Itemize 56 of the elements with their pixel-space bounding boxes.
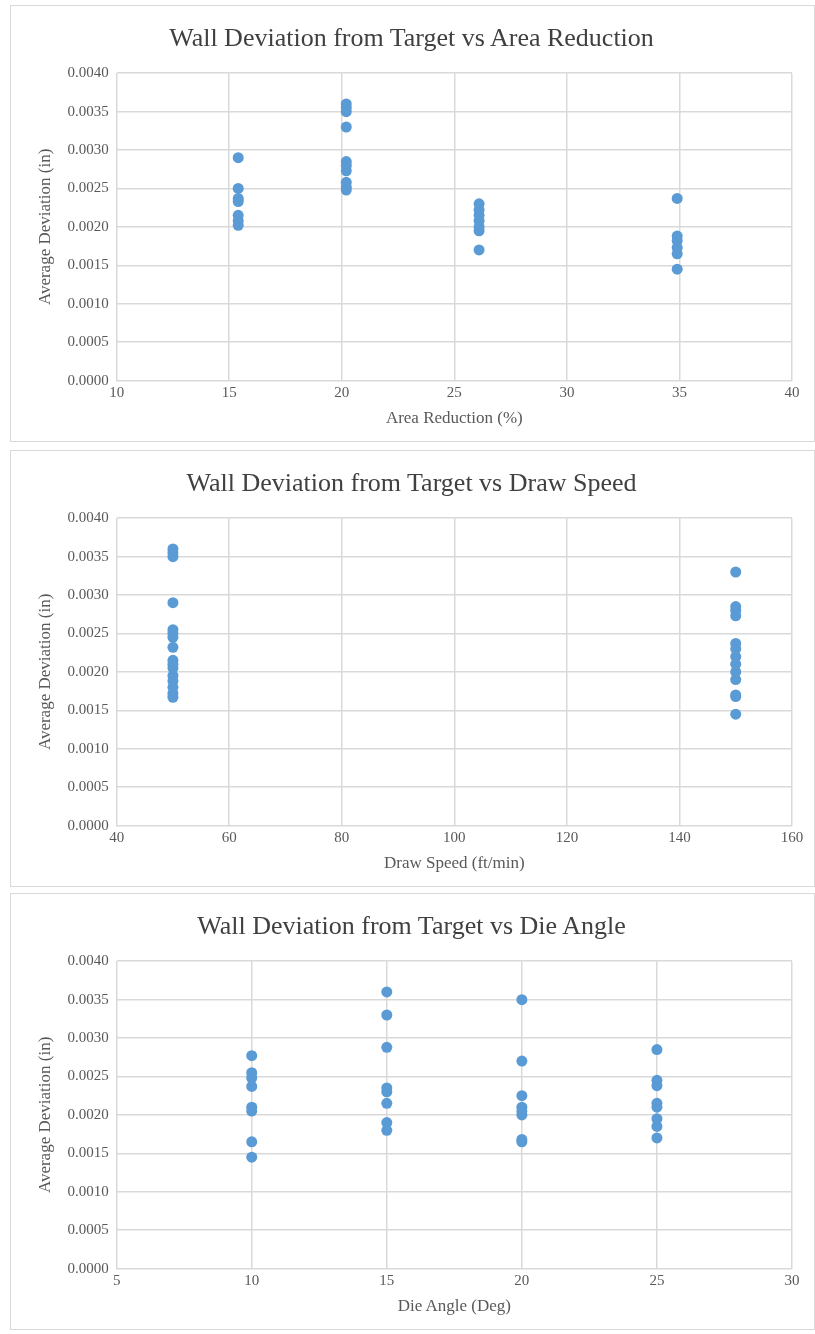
x-tick-label: 35 xyxy=(671,383,687,400)
x-tick-label: 60 xyxy=(221,828,237,845)
x-tick-label: 140 xyxy=(668,828,691,845)
y-tick-label: 0.0040 xyxy=(67,509,109,526)
y-tick-label: 0.0015 xyxy=(67,1144,109,1161)
y-tick-label: 0.0035 xyxy=(67,990,109,1007)
y-tick-label: 0.0000 xyxy=(67,816,109,833)
x-tick-label: 5 xyxy=(112,1271,121,1288)
x-tick-label: 20 xyxy=(334,383,350,400)
y-axis-title: Average Deviation (in) xyxy=(34,1036,54,1194)
x-tick-label: 25 xyxy=(649,1271,665,1288)
y-tick-label: 0.0035 xyxy=(67,547,109,564)
x-tick-label: 10 xyxy=(109,383,125,400)
y-tick-label: 0.0040 xyxy=(67,64,109,81)
chart-title: Wall Deviation from Target vs Draw Speed xyxy=(186,468,637,498)
y-tick-label: 0.0025 xyxy=(67,1067,109,1084)
y-tick-label: 0.0025 xyxy=(67,179,109,196)
y-tick-label: 0.0010 xyxy=(67,1182,109,1199)
y-tick-label: 0.0020 xyxy=(67,662,109,679)
y-tick-label: 0.0030 xyxy=(67,140,109,157)
x-axis-title: Die Angle (Deg) xyxy=(397,1296,511,1316)
y-tick-label: 0.0035 xyxy=(67,102,109,119)
x-tick-label: 15 xyxy=(379,1271,395,1288)
x-tick-label: 40 xyxy=(784,383,800,400)
x-tick-label: 80 xyxy=(334,828,350,845)
x-tick-label: 30 xyxy=(559,383,575,400)
y-axis-title: Average Deviation (in) xyxy=(34,148,54,306)
chart-title: Wall Deviation from Target vs Area Reduction xyxy=(169,23,654,53)
x-tick-label: 120 xyxy=(555,828,579,845)
y-tick-label: 0.0005 xyxy=(67,333,109,350)
x-tick-label: 100 xyxy=(443,828,466,845)
x-tick-label: 25 xyxy=(446,383,462,400)
y-tick-label: 0.0000 xyxy=(67,1259,109,1276)
x-tick-label: 40 xyxy=(109,828,125,845)
y-tick-label: 0.0025 xyxy=(67,624,109,641)
y-tick-label: 0.0015 xyxy=(67,701,109,718)
y-axis-title: Average Deviation (in) xyxy=(34,593,54,751)
x-tick-label: 10 xyxy=(244,1271,260,1288)
x-tick-label: 30 xyxy=(784,1271,800,1288)
x-tick-label: 20 xyxy=(514,1271,530,1288)
y-tick-label: 0.0040 xyxy=(67,952,109,969)
chart-title: Wall Deviation from Target vs Die Angle xyxy=(197,911,626,941)
x-tick-label: 160 xyxy=(780,828,804,845)
x-axis-title: Draw Speed (ft/min) xyxy=(383,853,525,873)
y-tick-label: 0.0010 xyxy=(67,739,109,756)
x-tick-label: 15 xyxy=(221,383,237,400)
y-tick-label: 0.0015 xyxy=(67,256,109,273)
y-tick-label: 0.0020 xyxy=(67,217,109,234)
y-tick-label: 0.0005 xyxy=(67,1221,109,1238)
y-tick-label: 0.0030 xyxy=(67,585,109,602)
y-tick-label: 0.0030 xyxy=(67,1028,109,1045)
y-tick-label: 0.0010 xyxy=(67,294,109,311)
y-tick-label: 0.0005 xyxy=(67,778,109,795)
y-tick-label: 0.0020 xyxy=(67,1105,109,1122)
y-tick-label: 0.0000 xyxy=(67,371,109,388)
x-axis-title: Area Reduction (%) xyxy=(385,408,523,428)
